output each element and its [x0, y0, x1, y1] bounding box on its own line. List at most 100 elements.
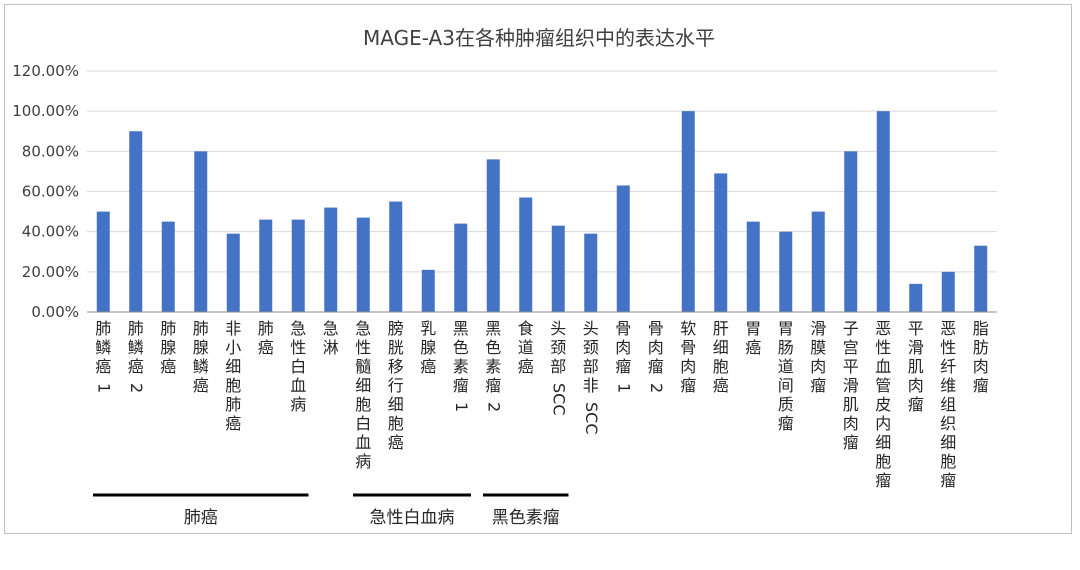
category-label-char: 性 [940, 338, 956, 357]
category-label-char: 肺 [128, 319, 144, 338]
category-label-char: 平 [908, 319, 924, 338]
category-label: 肺癌 [258, 319, 274, 357]
y-tick-label: 120.00% [12, 62, 79, 80]
bar [779, 231, 793, 312]
category-label-char: 细 [940, 433, 956, 452]
category-label-char: 恶 [875, 319, 891, 338]
category-label-char: 鳞 [95, 338, 111, 357]
category-label-char: 细 [875, 433, 891, 452]
category-label-char: 肌 [908, 357, 924, 376]
bar [129, 131, 143, 312]
category-label-char: 胞 [225, 376, 241, 395]
category-label-char: 皮 [875, 395, 891, 414]
category-label-char: 膀 [388, 319, 404, 338]
category-label: 黑色素瘤 2 [484, 319, 503, 412]
category-label-char: 骨 [680, 338, 696, 357]
category-label-char: 瘤 [940, 471, 956, 490]
category-label-char: 肉 [615, 338, 631, 357]
category-label-char: 癌 [420, 357, 436, 376]
category-label-char: 肉 [680, 357, 696, 376]
category-label-char: 瘤 [908, 395, 924, 414]
category-label: 乳腺癌 [420, 319, 436, 376]
category-label: 头颈部 SCC [549, 319, 568, 416]
category-label-char: 软 [680, 319, 696, 338]
category-label: 肺鳞癌 2 [127, 319, 146, 393]
category-label-char: 血 [875, 357, 891, 376]
bar [876, 111, 890, 313]
chart-frame: MAGE-A3在各种肿瘤组织中的表达水平 0.00% 20.00% 40.00% 60… [4, 4, 1072, 534]
category-label-char: 胞 [875, 452, 891, 471]
category-label-char: 头 [583, 319, 599, 338]
category-label-char: 性 [875, 338, 891, 357]
category-label-char: 骨 [615, 319, 631, 338]
category-label-char: 细 [355, 376, 371, 395]
category-label-char: 移 [388, 357, 404, 376]
category-label-char: 颈 [583, 338, 599, 357]
category-label-char: 肉 [908, 376, 924, 395]
category-label: 骨肉瘤 1 [614, 319, 633, 393]
category-label-char: 腺 [420, 338, 436, 357]
category-label-char: 膜 [810, 338, 826, 357]
category-label-char: 食 [518, 319, 534, 338]
category-label-char: 素 [453, 357, 469, 376]
bar [811, 211, 825, 312]
category-label-char: 肝 [713, 319, 729, 338]
category-label-char: 细 [713, 338, 729, 357]
category-label-part: SCC [582, 402, 601, 435]
category-label-char: 组 [940, 395, 956, 414]
category-label-char: 肠 [778, 338, 794, 357]
bar [194, 151, 208, 312]
bar [681, 111, 695, 313]
group-label: 急性白血病 [370, 508, 455, 528]
bar [941, 271, 955, 312]
category-label-char: 颈 [550, 338, 566, 357]
category-label-char: 乳 [420, 319, 436, 338]
bars [96, 111, 988, 313]
category-label-char: 宫 [843, 338, 859, 357]
category-label-char: 恶 [940, 319, 956, 338]
category-label-part: 1 [614, 383, 633, 393]
category-label-char: 胞 [940, 452, 956, 471]
category-label-char: 滑 [810, 319, 826, 338]
category-label-char: 肉 [843, 414, 859, 433]
category-label-char: 胞 [388, 414, 404, 433]
y-tick-label: 40.00% [22, 223, 79, 241]
category-label-char: 部 [550, 357, 566, 376]
category-label-char: 瘤 [615, 357, 631, 376]
category-label-char: 鳞 [128, 338, 144, 357]
category-label-char: 滑 [908, 338, 924, 357]
category-label: 骨肉瘤 2 [647, 319, 666, 393]
category-label-char: 黑 [485, 319, 501, 338]
category-label-char: 病 [355, 452, 371, 471]
bar [389, 201, 403, 312]
category-label-char: 色 [485, 338, 501, 357]
bar [519, 197, 533, 312]
group-brackets: 肺癌 急性白血病 黑色素瘤 [93, 493, 569, 528]
category-label-char: 胃 [778, 319, 794, 338]
category-label: 肺鳞癌 1 [94, 319, 113, 393]
gridlines [87, 70, 997, 273]
category-label-char: 瘤 [453, 376, 469, 395]
category-label-char: 癌 [225, 414, 241, 433]
category-label-char: 素 [485, 357, 501, 376]
category-label-char: 瘤 [843, 433, 859, 452]
category-label-char: 癌 [160, 357, 176, 376]
category-label-char: 织 [940, 414, 956, 433]
category-label-char: 癌 [258, 338, 274, 357]
category-label-char: 急 [355, 319, 371, 338]
bar [584, 233, 598, 312]
category-label-char: 肺 [160, 319, 176, 338]
group-label: 黑色素瘤 [492, 508, 560, 528]
category-label-char: 肌 [843, 395, 859, 414]
category-label-char: 性 [355, 338, 371, 357]
bar [259, 219, 273, 312]
